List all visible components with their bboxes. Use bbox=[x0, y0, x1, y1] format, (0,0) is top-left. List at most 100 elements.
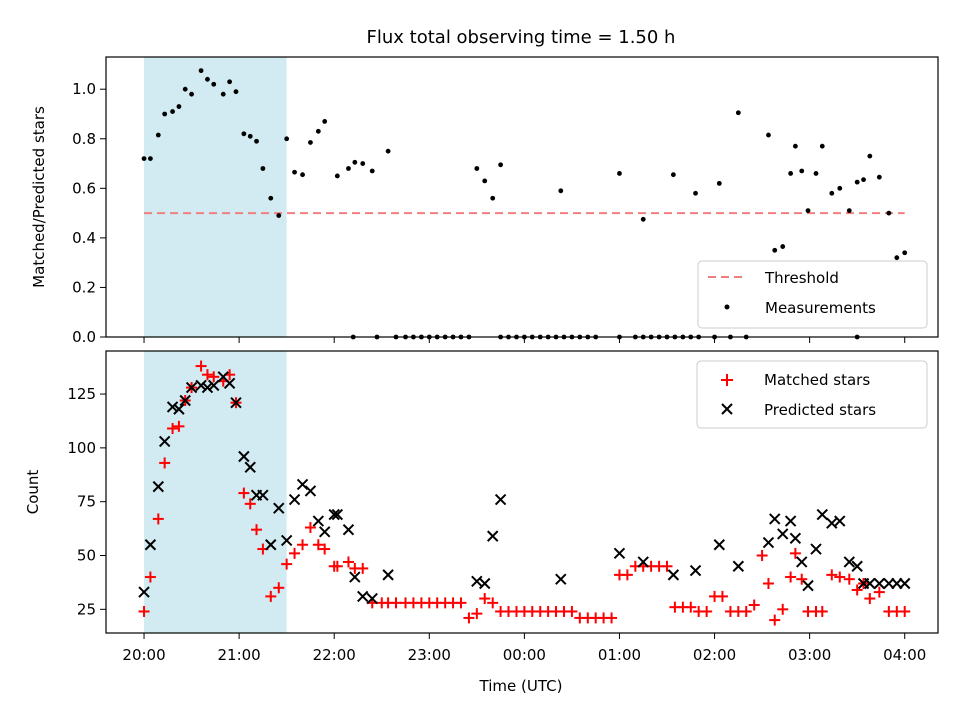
matched-star-point bbox=[762, 577, 774, 589]
predicted-star-point bbox=[366, 592, 378, 605]
measurement-point bbox=[268, 195, 274, 201]
matched-star-point bbox=[463, 612, 475, 624]
measurement-point bbox=[176, 104, 182, 109]
predicted-star-point bbox=[471, 575, 483, 588]
legend-threshold-label: Threshold bbox=[764, 269, 839, 287]
y-tick-label-top: 0.2 bbox=[72, 278, 96, 296]
measurement-point bbox=[482, 178, 488, 184]
matched-star-point bbox=[716, 590, 728, 602]
y-tick-label-bottom: 100 bbox=[67, 439, 96, 457]
predicted-star-point bbox=[179, 394, 191, 407]
predicted-star-point bbox=[873, 577, 886, 590]
matched-star-point bbox=[312, 539, 324, 551]
matched-star-point bbox=[342, 556, 354, 568]
matched-star-point bbox=[851, 584, 863, 596]
predicted-star-point bbox=[816, 508, 828, 521]
measurement-point bbox=[292, 169, 297, 175]
chart-title: Flux total observing time = 1.50 h bbox=[367, 27, 676, 48]
matched-star-point bbox=[331, 560, 343, 572]
x-tick-label: 02:00 bbox=[693, 646, 736, 664]
predicted-star-point bbox=[280, 534, 293, 547]
matched-star-point bbox=[265, 590, 277, 602]
x-ticks-bottom: 20:00 21:00 22:00 23:00 00:00 01:00 02:00 03:00… bbox=[122, 633, 926, 664]
predicted-star-point bbox=[826, 517, 838, 529]
predicted-star-point bbox=[802, 579, 814, 592]
predicted-star-point bbox=[318, 526, 331, 538]
matched-star-point bbox=[789, 547, 801, 559]
highlight-span-top bbox=[144, 57, 287, 337]
predicted-star-point bbox=[257, 489, 269, 501]
predicted-star-point bbox=[843, 556, 855, 568]
measurement-point bbox=[902, 250, 908, 256]
measurement-point bbox=[693, 190, 698, 196]
measurement-point bbox=[162, 111, 168, 117]
matched-star-point bbox=[208, 371, 220, 383]
predicted-star-point bbox=[288, 493, 301, 506]
measurement-point bbox=[220, 91, 226, 97]
predicted-star-point bbox=[667, 569, 680, 581]
predicted-star-point bbox=[864, 577, 876, 590]
matched-star-point bbox=[251, 524, 263, 536]
predicted-star-point bbox=[158, 435, 171, 448]
legend-predicted-label: Predicted stars bbox=[764, 401, 876, 419]
matched-star-point bbox=[740, 605, 752, 617]
x-axis-title: Time (UTC) bbox=[479, 677, 563, 695]
legend-predicted-swatch bbox=[721, 403, 733, 415]
measurement-point bbox=[322, 119, 328, 124]
highlight-span-bottom bbox=[144, 351, 287, 633]
predicted-star-point bbox=[777, 528, 789, 540]
matched-star-point bbox=[796, 573, 808, 585]
predicted-star-point bbox=[732, 560, 745, 572]
measurement-point bbox=[346, 166, 351, 171]
matched-star-point bbox=[826, 569, 838, 581]
measurement-point bbox=[308, 140, 313, 145]
measurement-point bbox=[819, 143, 825, 149]
matched-star-point bbox=[621, 569, 633, 581]
measurement-point bbox=[155, 132, 161, 138]
matched-star-point bbox=[304, 522, 316, 534]
predicted-star-point bbox=[899, 577, 911, 590]
measurement-point bbox=[772, 247, 778, 253]
matched-star-point bbox=[471, 608, 483, 620]
y-ticks-bottom: 25 50 75 100 125 bbox=[67, 385, 106, 618]
predicted-star-point bbox=[494, 493, 507, 506]
predicted-star-point bbox=[796, 556, 808, 568]
predicted-star-point bbox=[173, 403, 185, 415]
x-tick-label: 01:00 bbox=[598, 646, 641, 664]
measurement-point bbox=[233, 89, 239, 95]
count-panel: 25 50 75 100 125 20:00 21:00 22:00 23:00 00:00 01… bbox=[24, 350, 939, 695]
measurement-point bbox=[813, 171, 819, 176]
predicted-star-point bbox=[244, 461, 256, 473]
y-tick-label-top: 1.0 bbox=[72, 80, 96, 98]
matched-star-point bbox=[487, 597, 499, 609]
measurement-point bbox=[360, 161, 366, 166]
measurement-point bbox=[254, 138, 259, 144]
measurement-point bbox=[886, 210, 892, 216]
predicted-star-point bbox=[342, 523, 355, 536]
predicted-star-point bbox=[487, 530, 499, 542]
x-tick-label: 03:00 bbox=[788, 646, 831, 664]
measurement-point bbox=[854, 179, 860, 185]
plot-frame-bottom bbox=[105, 350, 939, 634]
measurement-point bbox=[640, 216, 646, 222]
matched-star-point bbox=[357, 562, 369, 574]
y-ticks-top: 0.0 0.2 0.4 0.6 0.8 1.0 bbox=[72, 80, 106, 346]
predicted-star-point bbox=[789, 532, 802, 544]
measurement-point bbox=[894, 255, 900, 261]
predicted-star-point bbox=[296, 478, 309, 491]
matched-star-point bbox=[390, 597, 402, 609]
x-ticks-top bbox=[143, 337, 906, 343]
legend-matched-swatch bbox=[721, 374, 733, 386]
predicted-star-point bbox=[810, 543, 822, 555]
matched-star-point bbox=[777, 603, 789, 615]
measurement-point bbox=[829, 190, 835, 196]
x-tick-label: 00:00 bbox=[503, 646, 546, 664]
matched-star-point bbox=[201, 369, 213, 381]
predicted-star-point bbox=[166, 401, 179, 413]
measurement-point bbox=[241, 131, 247, 137]
measurement-point bbox=[788, 171, 794, 176]
measurement-point bbox=[474, 166, 480, 171]
measurement-point bbox=[369, 168, 375, 174]
x-tick-label: 21:00 bbox=[218, 646, 261, 664]
measurement-point bbox=[735, 110, 741, 116]
